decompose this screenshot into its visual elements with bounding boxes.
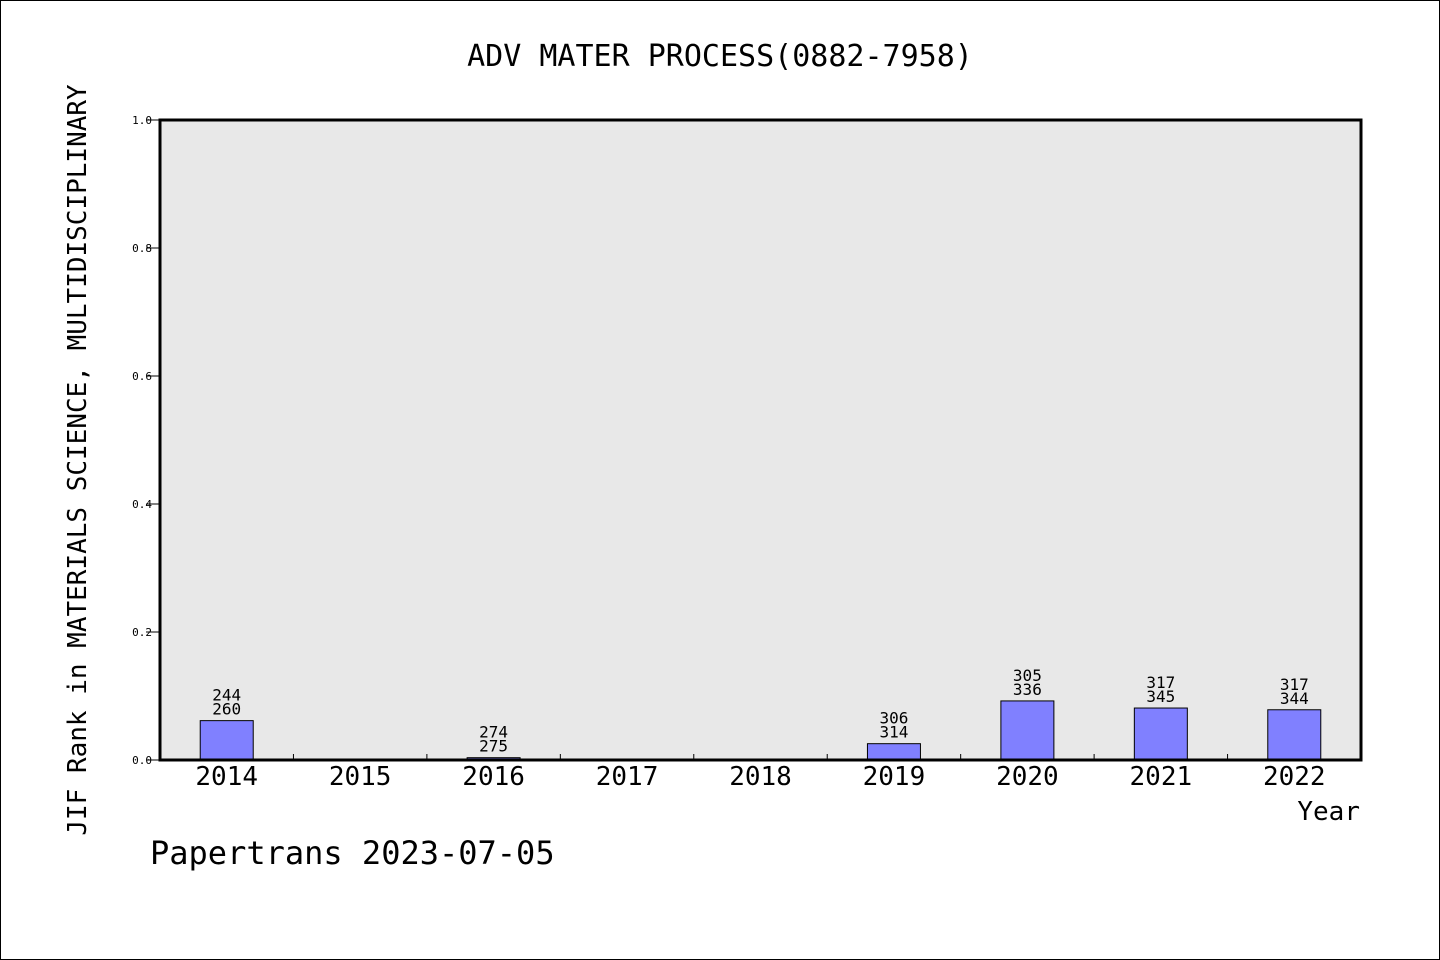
x-tick-label: 2021 (1130, 762, 1193, 792)
chart-title: ADV MATER PROCESS(0882-7958) (467, 39, 973, 74)
data-label-top: 306 (879, 709, 908, 728)
y-axis-label: JIF Rank in MATERIALS SCIENCE, MULTIDISC… (63, 84, 93, 836)
bar-2019 (866, 743, 921, 761)
data-label-bottom: 344 (1280, 689, 1309, 708)
y-tick-label: 0.2 (132, 626, 152, 639)
plot-area (160, 120, 1361, 760)
bar-2014 (199, 720, 254, 761)
x-tick-label: 2017 (596, 762, 659, 792)
x-tick-label: 2016 (462, 762, 525, 792)
data-label-bottom: 336 (1013, 680, 1042, 699)
data-label-top: 317 (1146, 673, 1175, 692)
data-label-bottom: 260 (212, 700, 241, 719)
y-tick-label: 0.6 (132, 370, 152, 383)
footer-text: Papertrans 2023-07-05 (150, 834, 555, 872)
x-axis-label: Year (1297, 797, 1360, 827)
bar-2020 (1000, 700, 1055, 761)
data-label-bottom: 314 (879, 723, 908, 742)
data-label-bottom: 275 (479, 737, 508, 756)
bar-2021 (1133, 707, 1188, 761)
data-label-top: 274 (479, 723, 508, 742)
y-tick-label: 0.4 (132, 498, 152, 511)
bar-2022 (1267, 709, 1322, 761)
x-tick-label: 2019 (863, 762, 926, 792)
plot-border (158, 118, 1363, 762)
data-label-top: 244 (212, 686, 241, 705)
x-tick-label: 2018 (729, 762, 792, 792)
x-tick-label: 2015 (329, 762, 392, 792)
data-label-bottom: 345 (1146, 687, 1175, 706)
data-label-top: 317 (1280, 675, 1309, 694)
data-label-top: 305 (1013, 666, 1042, 685)
x-tick-label: 2020 (996, 762, 1059, 792)
y-tick-label: 1.0 (132, 114, 152, 127)
x-tick-label: 2022 (1263, 762, 1326, 792)
x-tick-label: 2014 (195, 762, 258, 792)
y-tick-label: 0.8 (132, 242, 152, 255)
y-tick-label: 0.0 (132, 754, 152, 767)
